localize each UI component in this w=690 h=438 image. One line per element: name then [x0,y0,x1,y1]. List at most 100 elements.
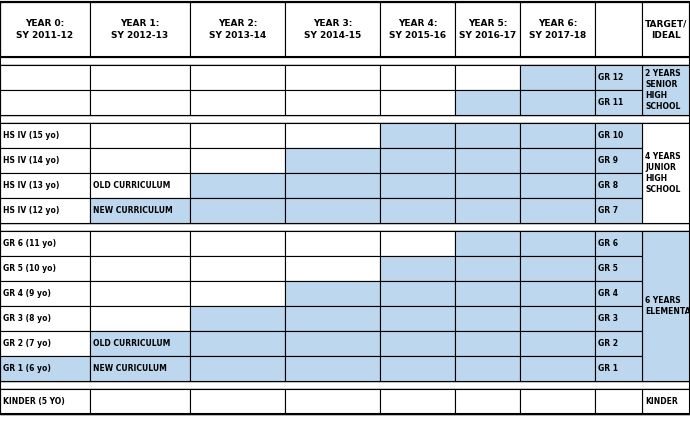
Bar [285,256,380,281]
Bar [520,231,595,256]
Text: GR 10: GR 10 [598,131,623,140]
Bar [595,231,642,256]
Bar [380,148,455,173]
Bar [0,148,90,173]
Bar [0,231,90,256]
Bar [190,123,285,148]
Bar [190,306,285,331]
Bar [285,123,380,148]
Bar [90,65,190,90]
Bar [285,90,380,115]
Text: GR 8: GR 8 [598,181,618,190]
Bar [642,123,690,223]
Bar [380,389,455,414]
Bar [595,148,642,173]
Text: YEAR 4:
SY 2015-16: YEAR 4: SY 2015-16 [389,19,446,39]
Bar [0,2,90,57]
Bar [90,173,190,198]
Bar [595,123,642,148]
Bar [285,281,380,306]
Bar [285,306,380,331]
Text: GR 5 (10 yo): GR 5 (10 yo) [3,264,56,273]
Bar [0,65,90,90]
Bar [455,65,520,90]
Bar [285,65,380,90]
Bar [520,148,595,173]
Bar [90,90,190,115]
Bar [90,198,190,223]
Bar [285,173,380,198]
Bar [90,123,190,148]
Text: NEW CURICULUM: NEW CURICULUM [93,364,167,373]
Bar [520,356,595,381]
Bar [0,256,90,281]
Text: GR 1 (6 yo): GR 1 (6 yo) [3,364,51,373]
Bar [380,356,455,381]
Bar [285,331,380,356]
Bar [0,90,90,115]
Bar [455,356,520,381]
Bar [595,198,642,223]
Bar [380,65,455,90]
Bar [90,306,190,331]
Text: GR 4 (9 yo): GR 4 (9 yo) [3,289,51,298]
Bar [455,256,520,281]
Bar [0,331,90,356]
Text: OLD CURRICULUM: OLD CURRICULUM [93,181,170,190]
Bar [190,65,285,90]
Text: GR 6 (11 yo): GR 6 (11 yo) [3,239,56,248]
Text: OLD CURRICULUM: OLD CURRICULUM [93,339,170,348]
Bar [380,231,455,256]
Bar [285,356,380,381]
Text: GR 2: GR 2 [598,339,618,348]
Text: YEAR 0:
SY 2011-12: YEAR 0: SY 2011-12 [17,19,74,39]
Bar [190,281,285,306]
Bar [520,65,595,90]
Bar [190,389,285,414]
Bar [90,356,190,381]
Bar [520,173,595,198]
Bar [595,281,642,306]
Bar [455,231,520,256]
Text: GR 7: GR 7 [598,206,618,215]
Bar [520,306,595,331]
Bar [455,198,520,223]
Bar [90,256,190,281]
Bar [0,123,690,223]
Bar [595,331,642,356]
Bar [595,389,642,414]
Text: HS IV (14 yo): HS IV (14 yo) [3,156,59,165]
Bar [0,231,690,381]
Bar [190,148,285,173]
Text: GR 5: GR 5 [598,264,618,273]
Bar [595,2,642,57]
Text: 2 YEARS
SENIOR
HIGH
SCHOOL: 2 YEARS SENIOR HIGH SCHOOL [645,69,680,111]
Bar [595,90,642,115]
Bar [190,356,285,381]
Text: GR 6: GR 6 [598,239,618,248]
Text: 4 YEARS
JUNIOR
HIGH
SCHOOL: 4 YEARS JUNIOR HIGH SCHOOL [645,152,680,194]
Text: GR 12: GR 12 [598,73,623,82]
Bar [0,389,90,414]
Bar [285,198,380,223]
Text: TARGET/
IDEAL: TARGET/ IDEAL [645,19,687,39]
Bar [380,306,455,331]
Bar [285,2,380,57]
Bar [380,173,455,198]
Bar [455,123,520,148]
Text: YEAR 1:
SY 2012-13: YEAR 1: SY 2012-13 [112,19,168,39]
Bar [642,231,690,381]
Bar [190,331,285,356]
Bar [380,123,455,148]
Bar [90,281,190,306]
Text: GR 2 (7 yo): GR 2 (7 yo) [3,339,51,348]
Bar [455,90,520,115]
Bar [0,198,90,223]
Bar [190,256,285,281]
Bar [380,256,455,281]
Bar [595,256,642,281]
Text: NEW CURRICULUM: NEW CURRICULUM [93,206,172,215]
Bar [90,148,190,173]
Text: KINDER (5 YO): KINDER (5 YO) [3,397,65,406]
Text: GR 4: GR 4 [598,289,618,298]
